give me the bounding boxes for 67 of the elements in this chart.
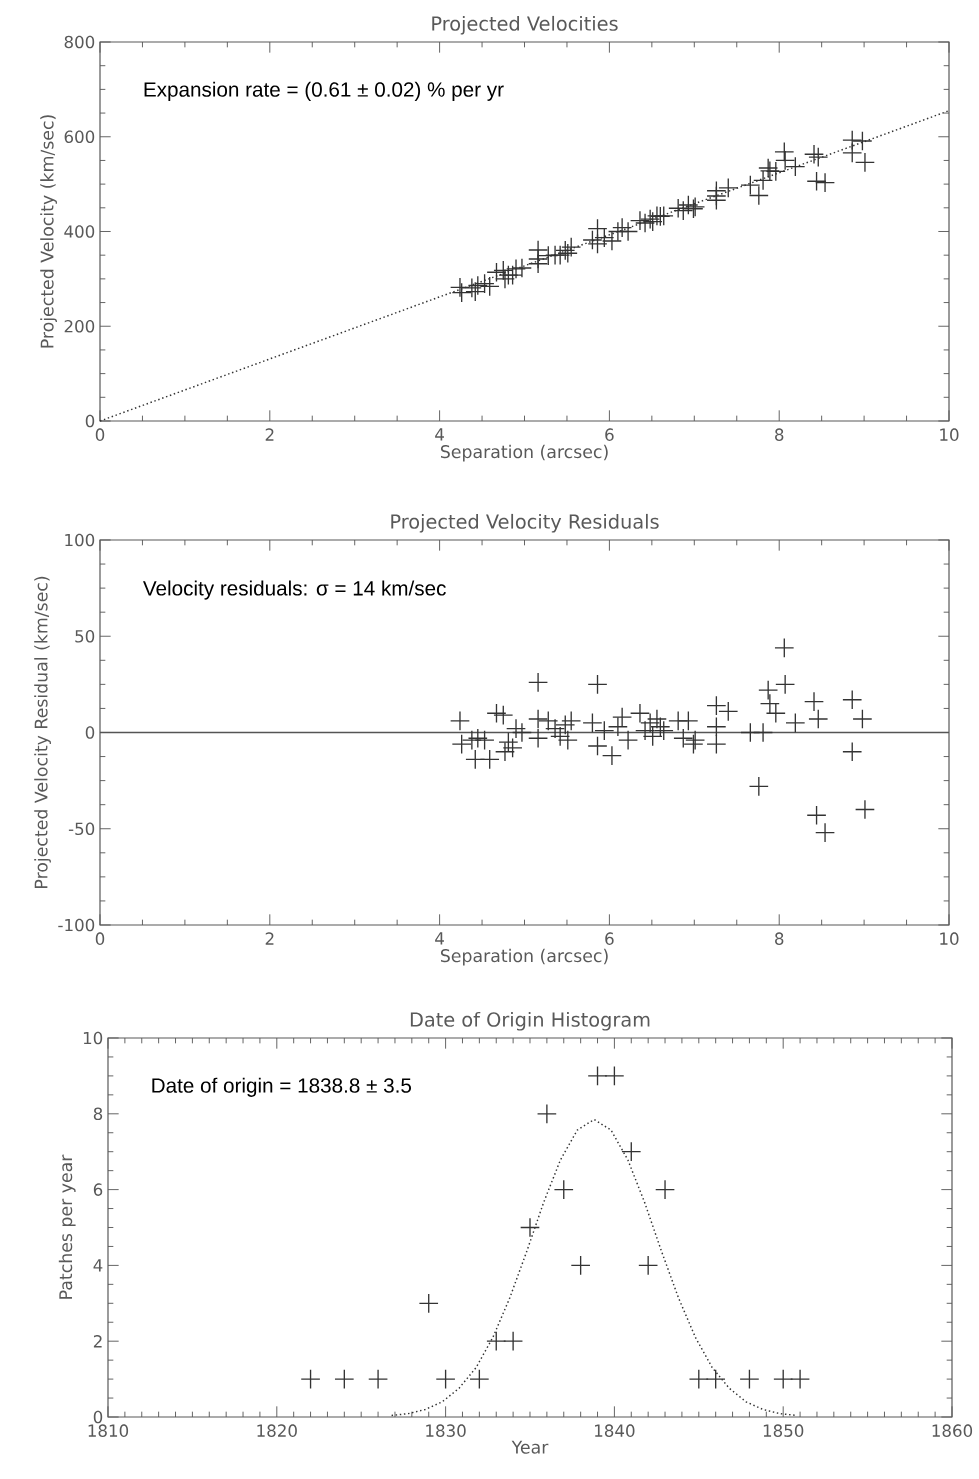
point [621, 1141, 642, 1162]
y-tick-label: 6 [93, 1183, 103, 1196]
point [520, 1217, 540, 1238]
x-tick-label: 1820 [257, 1424, 297, 1437]
y-axis-title: Patches per year [58, 1154, 76, 1299]
x-tick-label: 6 [605, 428, 614, 441]
y-tick-label: 600 [64, 130, 95, 144]
point [536, 1103, 557, 1124]
y-tick-label: 4 [93, 1259, 103, 1272]
x-tick-label: 1840 [595, 1424, 635, 1437]
point [469, 1369, 490, 1390]
point [503, 1331, 524, 1352]
point [300, 1369, 321, 1390]
chart-title: Projected Velocity Residuals [391, 513, 659, 533]
point [773, 1369, 794, 1390]
y-tick-label: 0 [85, 414, 95, 428]
point [368, 1369, 389, 1390]
annotation: Expansion rate = (0.61 ± 0.02) % per yr [144, 81, 504, 101]
chart-title: Projected Velocities [432, 15, 618, 35]
x-tick-label: 10 [940, 428, 959, 441]
y-tick-label: 800 [64, 35, 95, 49]
x-tick-label: 8 [775, 428, 784, 441]
x-tick-label: 8 [775, 932, 784, 945]
point [688, 1369, 709, 1390]
x-tick-label: 2 [265, 428, 274, 441]
y-tick-label: 8 [93, 1107, 103, 1121]
x-tick-label: 1860 [932, 1424, 973, 1437]
point [570, 1255, 591, 1276]
chart-title: Date of Origin Histogram [410, 1011, 650, 1031]
x-tick-label: 1850 [763, 1424, 804, 1437]
y-tick-label: 0 [93, 1410, 103, 1424]
y-axis-title: Projected Velocity Residual (km/sec) [34, 576, 51, 888]
x-tick-label: 1810 [88, 1424, 129, 1437]
y-tick-label: 400 [64, 225, 95, 238]
point [705, 1369, 726, 1390]
point [604, 1065, 625, 1086]
x-tick-label: 4 [435, 932, 444, 945]
x-axis-title: Separation (arcsec) [440, 948, 608, 966]
point [739, 1369, 760, 1390]
y-tick-label: 200 [64, 319, 95, 333]
x-axis-title: Year [511, 1440, 549, 1454]
annotation: Date of origin = 1838.8 ± 3.5 [152, 1077, 412, 1097]
line-series [390, 1118, 798, 1417]
x-tick-label: 1830 [426, 1424, 466, 1437]
x-tick-label: 2 [265, 932, 274, 945]
y-tick-label: 2 [93, 1335, 102, 1348]
y-axis-title: Projected Velocity (km/sec) [40, 115, 57, 348]
point [435, 1369, 456, 1390]
point [553, 1179, 574, 1200]
y-tick-label: 100 [65, 533, 95, 547]
y-tick-label: 0 [85, 726, 95, 739]
annotation: Velocity residuals: σ = 14 km/sec [143, 580, 446, 600]
y-tick-label: 50 [75, 629, 95, 643]
point [334, 1369, 355, 1390]
y-tick-label: -50 [68, 822, 95, 836]
point [418, 1293, 439, 1314]
point [486, 1331, 507, 1352]
point [790, 1369, 811, 1390]
x-axis-title: Separation (arcsec) [440, 444, 608, 462]
x-tick-label: 4 [435, 428, 444, 441]
y-tick-label: -100 [58, 918, 95, 932]
point [587, 1065, 608, 1086]
point [638, 1255, 659, 1276]
point [655, 1179, 676, 1200]
y-tick-label: 10 [83, 1031, 103, 1045]
x-tick-label: 6 [605, 932, 614, 945]
x-tick-label: 10 [940, 932, 959, 945]
